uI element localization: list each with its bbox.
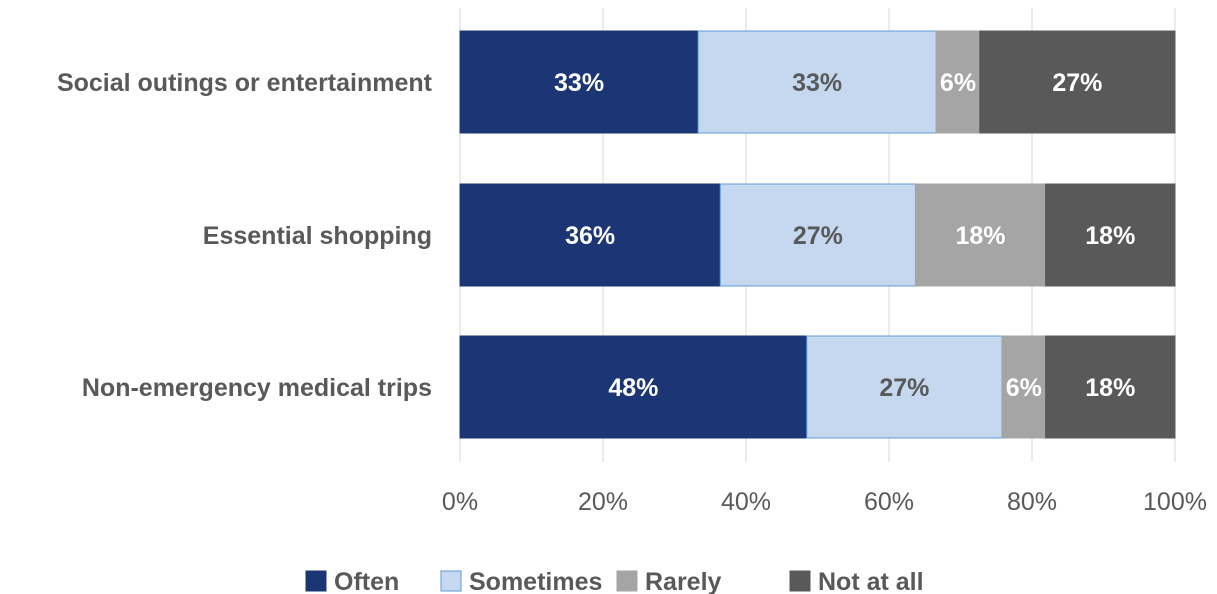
- x-tick-label: 100%: [1143, 488, 1207, 516]
- data-label: 27%: [879, 374, 929, 402]
- x-tick-label: 60%: [864, 488, 914, 516]
- bar-segment-rarely: [1001, 335, 1047, 439]
- bar-segment-rarely: [914, 183, 1047, 287]
- x-tick-label: 0%: [442, 488, 478, 516]
- legend-swatch: [789, 570, 811, 592]
- bars: 33% 33% 6% 27% 36% 27% 18% 18% 48% 27% 6% 18%: [459, 30, 1176, 439]
- data-label: 27%: [793, 222, 843, 250]
- bar-segment-often: [459, 183, 721, 287]
- data-label: 6%: [1006, 374, 1042, 402]
- legend-swatch: [440, 570, 462, 592]
- x-tick-label: 80%: [1007, 488, 1057, 516]
- category-label: Non-emergency medical trips: [82, 374, 432, 402]
- legend-swatch: [305, 570, 327, 592]
- bar-segment-sometimes: [806, 335, 1003, 439]
- data-label: 33%: [554, 69, 604, 97]
- bar-segment-sometimes: [719, 183, 916, 287]
- data-label: 33%: [792, 69, 842, 97]
- data-label: 18%: [1085, 374, 1135, 402]
- legend-label: Rarely: [645, 568, 722, 594]
- x-tick-label: 20%: [578, 488, 628, 516]
- bar-segment-often: [459, 30, 699, 134]
- data-label: 18%: [955, 222, 1005, 250]
- data-label: 36%: [565, 222, 615, 250]
- bar-segment-not-at-all: [979, 30, 1176, 134]
- category-labels: Social outings or entertainment Essential…: [57, 69, 433, 402]
- legend-swatch: [616, 570, 638, 592]
- x-tick-label: 40%: [721, 488, 771, 516]
- data-label: 27%: [1052, 69, 1102, 97]
- category-label: Social outings or entertainment: [57, 69, 433, 97]
- data-label: 6%: [940, 69, 976, 97]
- legend-label: Not at all: [818, 568, 924, 594]
- legend-label: Sometimes: [469, 568, 602, 594]
- legend-label: Often: [334, 568, 399, 594]
- bar-segment-not-at-all: [1045, 335, 1176, 439]
- legend: Often Sometimes Rarely Not at all: [305, 568, 924, 594]
- bar-segment-not-at-all: [1045, 183, 1176, 287]
- data-label: 18%: [1085, 222, 1135, 250]
- bar-segment-often: [459, 335, 808, 439]
- x-axis-ticks: 0% 20% 40% 60% 80% 100%: [442, 488, 1207, 516]
- category-label: Essential shopping: [203, 222, 432, 250]
- data-label: 48%: [608, 374, 658, 402]
